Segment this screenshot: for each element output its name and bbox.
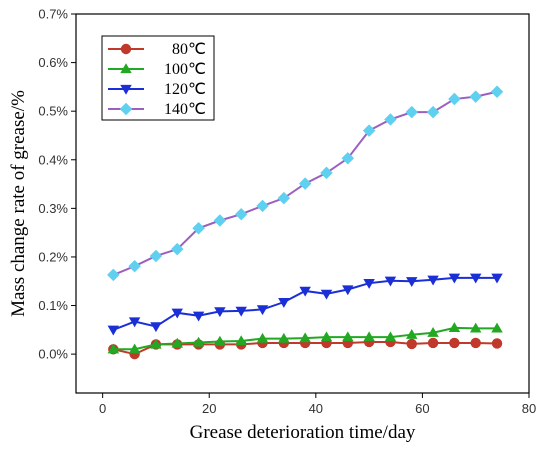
series-3 (107, 85, 504, 282)
data-point (107, 343, 120, 354)
data-point (171, 242, 184, 256)
data-point (235, 306, 247, 317)
legend-marker (120, 43, 132, 55)
data-point (427, 275, 439, 286)
data-point (277, 191, 291, 205)
data-point (362, 124, 376, 137)
data-point (192, 222, 205, 235)
x-tick-label: 80 (522, 401, 536, 416)
data-point (150, 322, 162, 333)
data-point (213, 214, 227, 227)
series-2 (107, 273, 503, 336)
y-tick-label: 0.7% (38, 7, 68, 22)
data-point (278, 297, 290, 308)
data-point (427, 337, 439, 349)
legend-marker (119, 102, 133, 116)
data-point (342, 285, 354, 296)
data-point (449, 337, 460, 349)
y-tick-label: 0.6% (38, 55, 68, 70)
data-point (256, 332, 269, 343)
x-axis-title: Grease deterioration time/day (190, 422, 416, 443)
legend-label: 120℃ (164, 81, 206, 98)
data-point (448, 322, 461, 333)
data-point (427, 327, 439, 337)
data-point (363, 331, 375, 342)
data-point (299, 286, 311, 297)
series-line (112, 276, 498, 331)
data-point (384, 331, 397, 342)
data-point (342, 331, 354, 342)
data-point (470, 337, 481, 349)
data-point (448, 92, 461, 106)
data-point (490, 85, 504, 98)
data-point (234, 207, 248, 221)
y-axis-title: Mass change rate of grease/% (8, 90, 29, 317)
legend-label: 80℃ (172, 41, 206, 58)
data-point (128, 259, 141, 273)
data-point (406, 328, 418, 339)
y-tick-label: 0.5% (38, 104, 68, 119)
data-point (406, 277, 418, 287)
data-point (107, 325, 120, 336)
data-point (107, 268, 120, 282)
legend-marker (120, 84, 132, 95)
y-tick-label: 0.3% (38, 201, 68, 216)
data-point (150, 338, 162, 349)
data-point (256, 199, 269, 213)
y-tick-label: 0.4% (38, 152, 68, 167)
data-point (128, 343, 141, 354)
data-point (192, 311, 205, 322)
legend: 80℃ 100℃ 120℃ 140℃ (101, 35, 215, 121)
data-point (171, 308, 183, 319)
data-point (149, 249, 163, 263)
data-point (406, 338, 417, 350)
x-tick-label: 60 (415, 401, 429, 416)
data-point (469, 90, 482, 103)
data-point (128, 317, 141, 328)
data-point (491, 273, 503, 284)
data-point (320, 289, 333, 300)
data-point (235, 335, 247, 346)
data-point (278, 332, 290, 343)
data-point (491, 338, 503, 349)
x-tick-label: 0 (99, 401, 106, 416)
data-point (299, 332, 311, 343)
y-tick-label: 0.1% (38, 298, 68, 313)
axes: 0 20 40 60 80 0.0% 0.1% 0.2% 0.3% 0.4% 0.5% 0.6% 0.7… (38, 7, 536, 417)
series-layer (107, 85, 504, 360)
data-point (192, 336, 205, 347)
x-tick-label: 40 (309, 401, 323, 416)
data-point (469, 273, 482, 284)
data-point (469, 322, 482, 333)
data-point (405, 105, 418, 119)
data-point (214, 335, 226, 346)
data-point (320, 331, 333, 342)
data-point (384, 113, 397, 126)
data-point (171, 337, 183, 348)
x-tick-label: 20 (202, 401, 216, 416)
legend-label: 100℃ (164, 61, 206, 78)
data-point (298, 177, 312, 190)
data-point (426, 105, 440, 119)
data-point (363, 279, 375, 289)
series-1 (107, 322, 503, 354)
data-point (491, 322, 503, 333)
legend-marker (120, 63, 132, 74)
data-point (448, 273, 461, 284)
y-tick-label: 0.0% (38, 347, 68, 362)
plot-frame (75, 13, 530, 394)
data-point (320, 166, 333, 180)
data-point (256, 305, 269, 316)
data-point (384, 276, 397, 287)
data-point (214, 307, 226, 318)
data-point (341, 152, 355, 165)
legend-label: 140℃ (164, 101, 206, 118)
y-tick-label: 0.2% (38, 249, 68, 264)
